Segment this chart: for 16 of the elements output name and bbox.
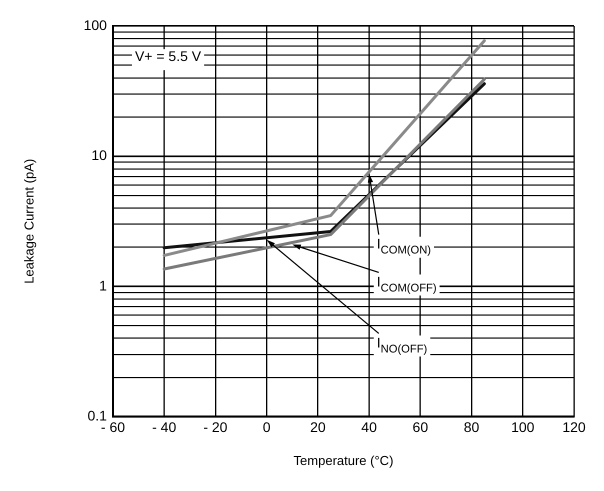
y-axis-title: Leakage Current (pA) <box>21 158 36 284</box>
x-tick-label: 0 <box>262 418 271 435</box>
y-tick-label: 10 <box>91 147 108 164</box>
x-tick-label: 20 <box>310 418 326 435</box>
y-tick-label: 1 <box>99 277 108 294</box>
x-axis-title: Temperature (°C) <box>294 452 394 468</box>
x-tick-label: 60 <box>412 418 428 435</box>
x-tick-label: - 20 <box>203 418 228 435</box>
x-tick-label: 100 <box>511 418 535 435</box>
x-tick-label: 80 <box>464 418 480 435</box>
x-tick-label: - 40 <box>152 418 176 435</box>
y-tick-label: 0.1 <box>87 407 108 424</box>
y-tick-label: 100 <box>84 16 108 33</box>
x-tick-label: 120 <box>562 418 586 435</box>
x-tick-label: 40 <box>361 418 378 435</box>
annotation: V+ = 5.5 V <box>134 48 202 64</box>
